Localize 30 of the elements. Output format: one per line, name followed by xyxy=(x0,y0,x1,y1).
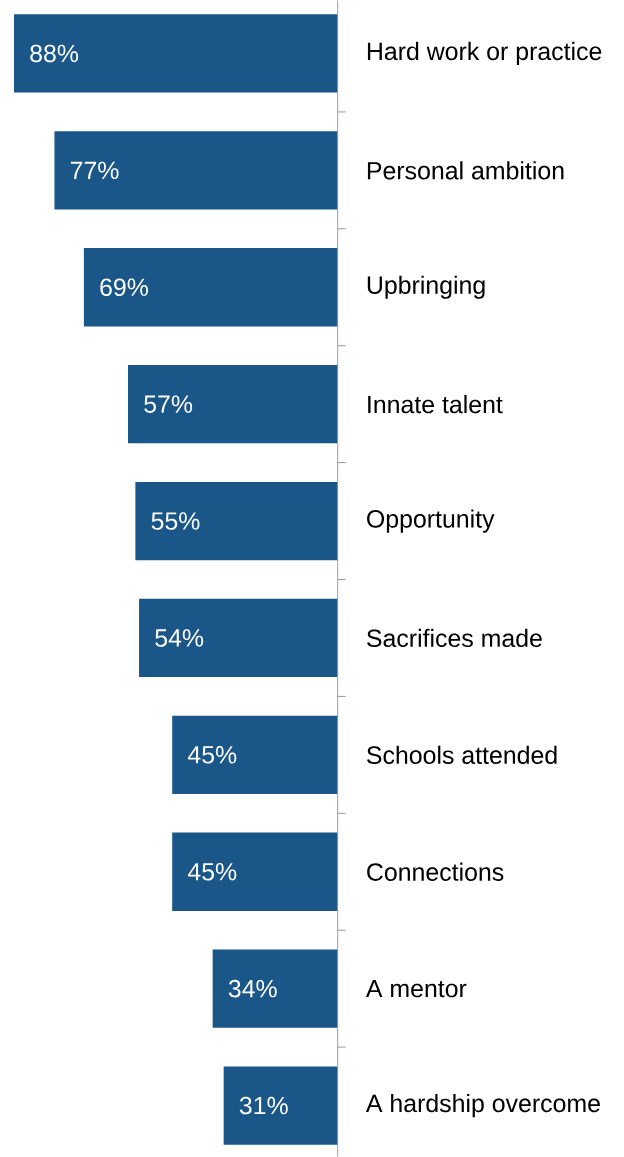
y-tick-label: Upbringing xyxy=(367,275,485,299)
data-label: 45% xyxy=(187,863,237,881)
bar xyxy=(223,1066,338,1145)
data-label: 57% xyxy=(143,395,192,413)
y-tick-label: Sacrifices made xyxy=(366,628,542,648)
data-label: 88% xyxy=(30,44,78,63)
bar xyxy=(54,131,338,210)
bar xyxy=(171,832,338,911)
bar xyxy=(212,949,338,1028)
bar xyxy=(83,248,338,327)
data-label: 45% xyxy=(187,746,237,764)
bar xyxy=(13,14,338,93)
bar xyxy=(135,481,338,561)
y-tick-label: Personal ambition xyxy=(367,161,564,180)
y-tick-label: Schools attended xyxy=(366,745,557,764)
y-tick-label: Opportunity xyxy=(366,509,495,533)
y-tick-label: A hardship overcome xyxy=(365,1093,600,1118)
bar xyxy=(138,598,338,678)
bar xyxy=(171,715,338,795)
y-tick-label: Connections xyxy=(366,862,504,881)
bar xyxy=(127,365,338,444)
data-label: 77% xyxy=(70,161,119,180)
data-label: 69% xyxy=(100,278,148,297)
y-tick-label: A mentor xyxy=(365,979,467,998)
data-label: 31% xyxy=(239,1096,288,1115)
data-label: 34% xyxy=(228,979,277,998)
data-label: 55% xyxy=(151,512,200,530)
y-tick-label: Innate talent xyxy=(367,395,503,414)
data-label: 54% xyxy=(155,629,203,647)
y-tick-label: Hard work or practice xyxy=(367,41,602,66)
